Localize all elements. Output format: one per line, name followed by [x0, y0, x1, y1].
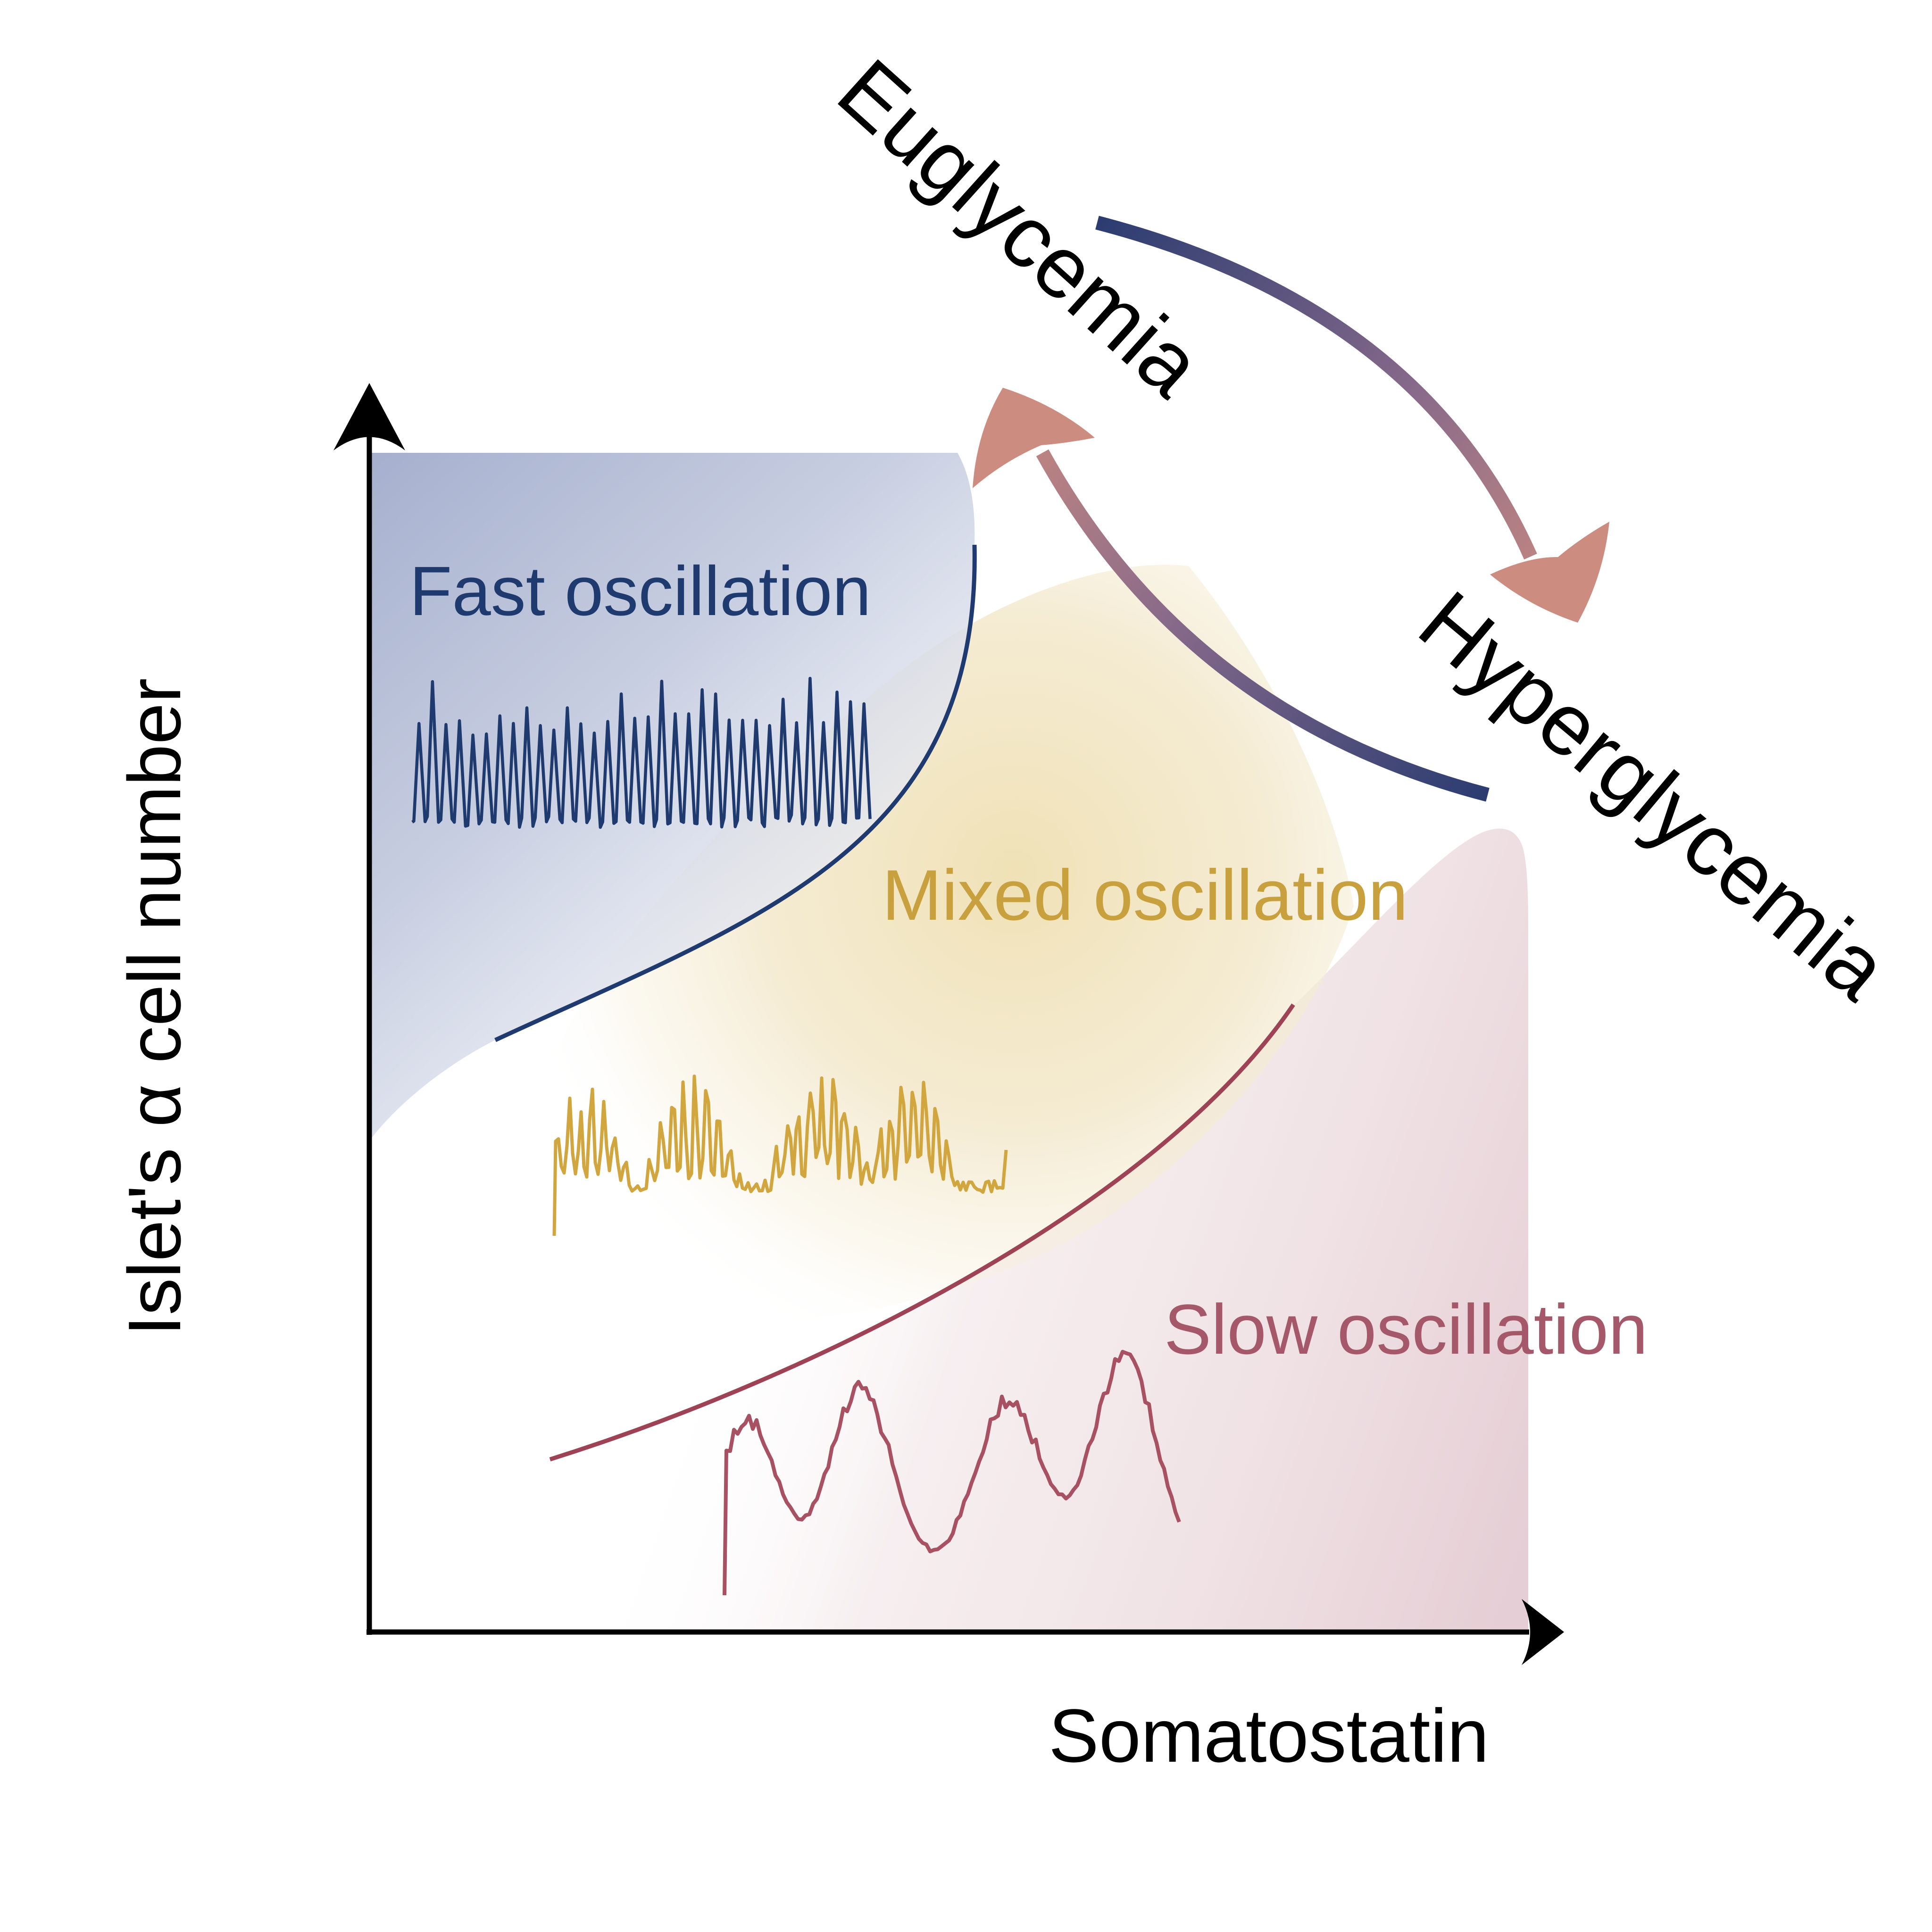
arrowhead-to-hyperglycemia-icon — [1490, 522, 1609, 623]
slow-oscillation-trace — [723, 1349, 1181, 1596]
arrow-euglycemia-to-hyperglycemia — [1095, 216, 1537, 560]
mixed-oscillation-label: Mixed oscillation — [882, 855, 1408, 935]
slow-oscillation-label: Slow oscillation — [1164, 1290, 1648, 1369]
y-axis-label: Islet's α cell number — [113, 678, 196, 1336]
mixed-oscillation-trace — [552, 1074, 1008, 1236]
fast-oscillation-label: Fast oscillation — [409, 552, 871, 630]
x-axis-arrowhead-icon — [1522, 1599, 1564, 1665]
x-axis-label: Somatostatin — [1049, 1693, 1489, 1778]
arrowhead-to-euglycemia-icon — [973, 388, 1095, 488]
region-mixed-oscillation — [526, 565, 1354, 1320]
y-axis-arrowhead-icon — [333, 383, 405, 450]
euglycemia-label: Euglycemia — [820, 41, 1220, 415]
fast-oscillation-trace — [411, 676, 872, 829]
arrow-hyperglycemia-to-euglycemia — [1036, 449, 1490, 802]
boundary-mixed-slow — [549, 1003, 1295, 1462]
boundary-fast-mixed — [494, 544, 977, 1042]
